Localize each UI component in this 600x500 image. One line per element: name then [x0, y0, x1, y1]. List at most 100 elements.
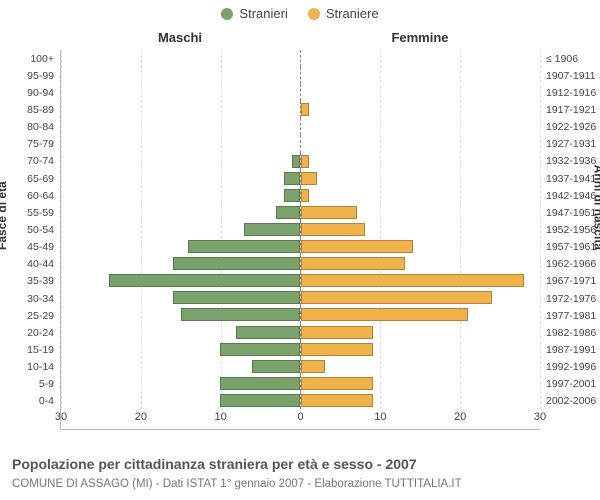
y-label-birth: 1977-1981 — [542, 307, 600, 324]
bar-row — [61, 221, 540, 238]
y-label-birth: 1987-1991 — [542, 341, 600, 358]
y-label-birth: 1907-1911 — [542, 67, 600, 84]
bar-row — [61, 392, 540, 409]
bar-female — [301, 394, 373, 407]
bar-row — [61, 255, 540, 272]
bar-male — [173, 291, 300, 304]
x-tick: 20 — [454, 411, 466, 423]
y-label-birth: 1957-1961 — [542, 239, 600, 256]
bar-row — [61, 238, 540, 255]
bar-male — [109, 274, 300, 287]
y-label-birth: 1967-1971 — [542, 273, 600, 290]
bar-male — [284, 172, 300, 185]
bar-row — [61, 204, 540, 221]
population-pyramid-chart: Stranieri Straniere Maschi Femmine Fasce… — [0, 0, 600, 500]
bar-row — [61, 84, 540, 101]
y-label-age: 40-44 — [0, 256, 58, 273]
bar-row — [61, 153, 540, 170]
y-label-age: 5-9 — [0, 376, 58, 393]
bar-female — [301, 172, 317, 185]
y-labels-birth: ≤ 19061907-19111912-19161917-19211922-19… — [542, 50, 600, 410]
column-header-right: Femmine — [300, 30, 540, 45]
y-label-birth: 1982-1986 — [542, 324, 600, 341]
y-label-birth: 1922-1926 — [542, 119, 600, 136]
x-axis-left: 3020100 — [61, 409, 301, 429]
y-label-age: 65-69 — [0, 170, 58, 187]
y-label-birth: 1952-1956 — [542, 221, 600, 238]
legend-swatch-male — [221, 8, 233, 20]
bar-row — [61, 341, 540, 358]
column-header-left: Maschi — [60, 30, 300, 45]
bar-row — [61, 324, 540, 341]
y-label-age: 100+ — [0, 50, 58, 67]
y-label-age: 85-89 — [0, 101, 58, 118]
bar-female — [301, 360, 325, 373]
x-axis: 3020100 102030 — [61, 409, 540, 429]
bar-male — [173, 257, 300, 270]
x-tick: 10 — [374, 411, 386, 423]
y-label-age: 90-94 — [0, 84, 58, 101]
bar-female — [301, 377, 373, 390]
caption-title: Popolazione per cittadinanza straniera p… — [12, 456, 588, 472]
y-label-birth: 1927-1931 — [542, 136, 600, 153]
bar-row — [61, 135, 540, 152]
x-tick: 20 — [135, 411, 147, 423]
y-label-age: 95-99 — [0, 67, 58, 84]
bar-row — [61, 358, 540, 375]
bar-row — [61, 67, 540, 84]
y-label-age: 15-19 — [0, 341, 58, 358]
legend-swatch-female — [308, 8, 320, 20]
legend-label-male: Stranieri — [239, 6, 287, 21]
bar-row — [61, 289, 540, 306]
legend-item-female: Straniere — [308, 6, 379, 21]
legend-label-female: Straniere — [326, 6, 379, 21]
x-tick: 10 — [215, 411, 227, 423]
y-label-age: 45-49 — [0, 239, 58, 256]
y-label-birth: 1937-1941 — [542, 170, 600, 187]
y-label-age: 30-34 — [0, 290, 58, 307]
bar-row — [61, 50, 540, 67]
bar-row — [61, 272, 540, 289]
y-label-age: 10-14 — [0, 359, 58, 376]
bar-male — [220, 343, 300, 356]
bar-male — [181, 308, 301, 321]
bar-row — [61, 375, 540, 392]
bar-female — [301, 326, 373, 339]
bar-female — [301, 223, 365, 236]
y-label-age: 20-24 — [0, 324, 58, 341]
caption-subtitle: COMUNE DI ASSAGO (MI) - Dati ISTAT 1° ge… — [12, 478, 588, 490]
bar-female — [301, 274, 524, 287]
bar-female — [301, 155, 309, 168]
y-label-age: 35-39 — [0, 273, 58, 290]
bar-male — [188, 240, 300, 253]
bar-male — [252, 360, 300, 373]
gridline — [540, 50, 541, 409]
y-label-age: 60-64 — [0, 187, 58, 204]
bar-male — [220, 394, 300, 407]
bar-female — [301, 257, 405, 270]
bar-row — [61, 187, 540, 204]
plot-area: 3020100 102030 — [60, 50, 540, 430]
y-label-age: 70-74 — [0, 153, 58, 170]
bar-row — [61, 170, 540, 187]
bar-male — [292, 155, 300, 168]
y-label-birth: 1912-1916 — [542, 84, 600, 101]
y-label-age: 25-29 — [0, 307, 58, 324]
y-label-birth: ≤ 1906 — [542, 50, 600, 67]
x-tick: 30 — [55, 411, 67, 423]
y-labels-age: 100+95-9990-9485-8980-8475-7970-7465-696… — [0, 50, 58, 410]
bar-female — [301, 206, 357, 219]
bar-female — [301, 240, 413, 253]
y-label-birth: 1962-1966 — [542, 256, 600, 273]
bar-male — [236, 326, 300, 339]
bar-female — [301, 343, 373, 356]
y-label-age: 50-54 — [0, 221, 58, 238]
bar-male — [220, 377, 300, 390]
y-label-birth: 1972-1976 — [542, 290, 600, 307]
y-label-birth: 1947-1951 — [542, 204, 600, 221]
bar-female — [301, 291, 492, 304]
y-label-birth: 2002-2006 — [542, 393, 600, 410]
bar-row — [61, 306, 540, 323]
bar-rows — [61, 50, 540, 409]
y-label-birth: 1942-1946 — [542, 187, 600, 204]
